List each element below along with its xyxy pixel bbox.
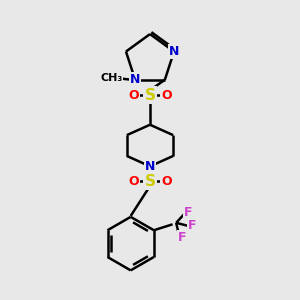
Text: N: N — [130, 73, 140, 86]
Text: F: F — [188, 219, 197, 232]
Text: O: O — [128, 175, 139, 188]
Text: F: F — [178, 231, 186, 244]
Text: O: O — [161, 88, 172, 101]
Text: N: N — [145, 160, 155, 173]
Text: O: O — [128, 88, 139, 101]
Text: F: F — [184, 206, 193, 219]
Text: O: O — [161, 175, 172, 188]
Text: N: N — [169, 45, 179, 58]
Text: S: S — [145, 88, 155, 103]
Text: CH₃: CH₃ — [100, 73, 122, 83]
Text: S: S — [145, 174, 155, 189]
